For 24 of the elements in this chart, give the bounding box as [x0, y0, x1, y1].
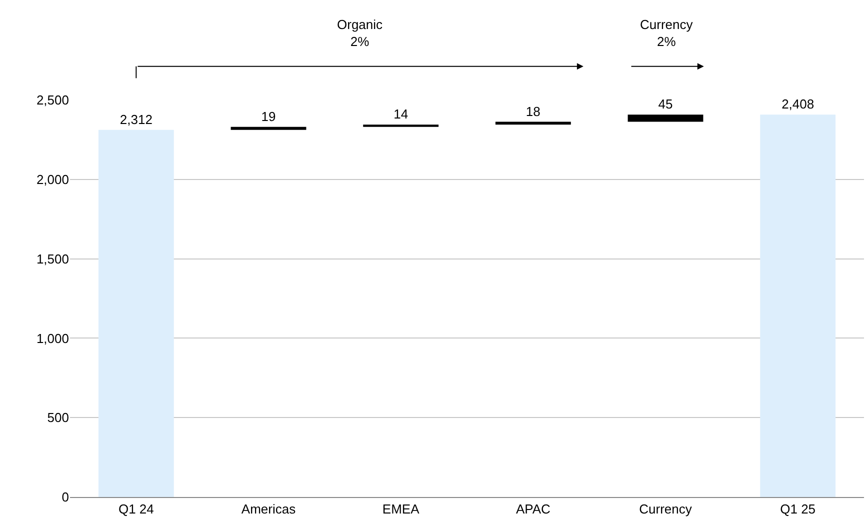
bar — [230, 126, 306, 130]
bar — [98, 130, 174, 497]
data-label: 19 — [261, 108, 276, 124]
data-label: 2,312 — [120, 112, 152, 127]
y-tick-label: 2,000 — [36, 172, 69, 187]
data-label: 45 — [658, 96, 673, 112]
x-tick-label: Q1 25 — [780, 502, 816, 517]
bar — [760, 114, 836, 497]
x-tick-label: APAC — [516, 502, 550, 517]
data-label: 2,408 — [782, 96, 814, 112]
bar — [628, 114, 704, 122]
y-tick-label: 1,500 — [36, 251, 69, 266]
y-tick-label: 2,500 — [36, 92, 69, 108]
y-tick-label: 1,000 — [36, 330, 69, 346]
x-tick-label: EMEA — [382, 502, 420, 517]
text: Organic 2% — [337, 17, 384, 49]
x-tick-label: Americas — [241, 502, 296, 517]
data-label: 14 — [394, 106, 408, 122]
y-tick-label: 0 — [62, 490, 69, 505]
y-tick-label: 500 — [47, 410, 69, 426]
x-tick-label: Q1 24 — [118, 502, 154, 517]
x-tick-label: Currency — [639, 502, 692, 517]
text: Currency 2% — [640, 17, 694, 49]
data-label: 18 — [526, 104, 540, 119]
